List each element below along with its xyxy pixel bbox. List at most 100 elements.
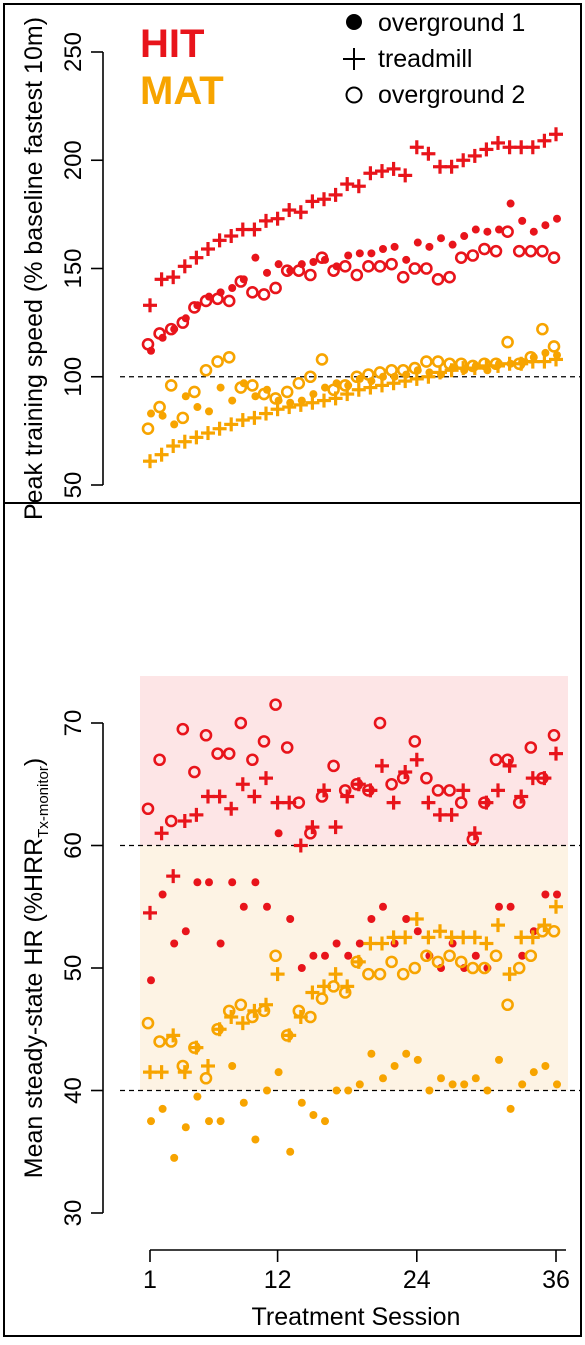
hr-point-hit-overground-2-25 — [420, 771, 433, 785]
panel-bottom: 30 40 50 60 70 Mean steady-state HR (%HRRTx-m… — [20, 676, 580, 1226]
speed-point-mat-overground-2-5 — [188, 385, 201, 399]
speed-point-hit-overground-2-5 — [188, 301, 201, 314]
hr-point-mat-overground-1-2 — [158, 1104, 167, 1113]
speed-point-mat-overground-2-34 — [524, 350, 538, 364]
speed-point-mat-overground-2-13 — [280, 385, 294, 399]
hr-point-mat-overground-1-14 — [297, 1098, 306, 1107]
speed-point-hit-treadmill-25 — [421, 146, 436, 161]
hr-band-0 — [140, 676, 568, 846]
hr-band-1 — [140, 845, 568, 1091]
hr-point-mat-overground-2-10 — [246, 1010, 259, 1024]
speed-point-hit-overground-2-17 — [327, 264, 340, 277]
hr-point-hit-overground-2-33 — [512, 796, 526, 809]
speed-point-hit-treadmill-6 — [201, 242, 215, 257]
speed-point-hit-overground-1-18 — [344, 251, 353, 260]
speed-point-hit-treadmill-5 — [189, 250, 204, 265]
speed-point-hit-overground-2-35 — [536, 244, 549, 258]
x-axis-title: Treatment Session — [252, 1303, 461, 1331]
hr-point-hit-overground-2-5 — [188, 765, 201, 779]
hr-point-mat-treadmill-18 — [340, 979, 355, 994]
hr-point-mat-overground-2-34 — [524, 949, 538, 963]
hr-point-hit-overground-2-26 — [431, 784, 445, 797]
speed-point-mat-overground-2-32 — [501, 335, 514, 349]
speed-point-mat-overground-2-14 — [292, 376, 306, 390]
hr-point-mat-overground-2-19 — [350, 955, 364, 969]
hr-point-hit-treadmill-36 — [549, 746, 563, 761]
hr-point-mat-overground-2-22 — [385, 955, 398, 969]
speed-point-hit-overground-2-23 — [396, 270, 410, 284]
speed-point-hit-treadmill-14 — [293, 205, 308, 220]
speed-point-hit-overground-1-26 — [437, 234, 445, 243]
hr-point-mat-overground-1-12 — [274, 1068, 283, 1077]
hr-point-mat-overground-2-14 — [292, 1004, 306, 1018]
speed-point-mat-treadmill-24 — [409, 371, 424, 386]
speed-point-hit-overground-2-2 — [153, 327, 166, 340]
hr-point-mat-overground-2-2 — [153, 1035, 166, 1048]
hr-point-mat-treadmill-34 — [525, 930, 540, 945]
speed-point-hit-overground-1-28 — [460, 232, 469, 241]
hr-point-mat-overground-2-20 — [362, 967, 375, 981]
speed-point-mat-overground-2-6 — [199, 363, 213, 377]
speed-point-mat-treadmill-5 — [189, 430, 204, 445]
speed-point-mat-treadmill-19 — [351, 382, 366, 397]
x-tick-label-1: 12 — [264, 1266, 292, 1294]
hr-point-mat-overground-1-28 — [460, 1080, 469, 1089]
hr-point-hit-overground-2-11 — [257, 735, 271, 748]
speed-point-mat-overground-2-25 — [420, 355, 433, 368]
hr-point-hit-overground-2-14 — [292, 796, 306, 809]
legend-group-mat: MAT — [140, 69, 224, 113]
hr-point-mat-overground-1-8 — [228, 1062, 237, 1070]
hr-point-mat-overground-1-11 — [263, 1086, 271, 1095]
speed-point-hit-treadmill-24 — [409, 140, 424, 155]
hr-point-mat-overground-2-26 — [431, 955, 445, 969]
hr-series-mat-overground-2 — [141, 924, 561, 1085]
speed-point-hit-treadmill-29 — [467, 148, 482, 163]
speed-point-mat-treadmill-26 — [433, 365, 447, 380]
hr-point-mat-treadmill-32 — [502, 967, 517, 982]
hr-point-mat-overground-1-20 — [367, 1049, 376, 1058]
speed-point-mat-treadmill-1 — [143, 454, 157, 469]
hr-point-hit-overground-1-13 — [286, 915, 295, 923]
speed-point-hit-treadmill-15 — [305, 194, 320, 209]
hr-point-mat-overground-2-5 — [188, 1041, 201, 1054]
speed-y-tick-label-1: 100 — [60, 357, 87, 397]
speed-series-mat-overground-2 — [141, 322, 561, 436]
hr-point-hit-overground-1-3 — [170, 939, 179, 948]
speed-point-mat-overground-1-1 — [147, 409, 155, 418]
hr-point-hit-treadmill-33 — [514, 789, 529, 804]
hr-y-tick-label-2: 50 — [60, 955, 87, 982]
speed-point-hit-treadmill-13 — [282, 203, 297, 218]
hr-point-mat-treadmill-15 — [305, 985, 320, 1000]
hr-point-hit-overground-1-14 — [297, 964, 306, 972]
speed-point-mat-overground-2-8 — [222, 350, 236, 364]
speed-point-mat-overground-2-4 — [176, 411, 190, 425]
speed-point-hit-overground-1-10 — [251, 253, 260, 262]
speed-point-hit-overground-2-7 — [211, 292, 224, 306]
hr-point-hit-overground-2-28 — [454, 796, 468, 809]
speed-point-mat-treadmill-16 — [317, 393, 331, 408]
hr-point-hit-overground-1-23 — [402, 915, 411, 923]
hr-point-hit-overground-1-16 — [321, 951, 329, 960]
hr-point-mat-treadmill-6 — [201, 1059, 215, 1073]
speed-point-hit-overground-1-27 — [448, 240, 457, 249]
hr-point-mat-overground-1-19 — [355, 1080, 364, 1089]
hr-point-hit-treadmill-17 — [328, 820, 343, 835]
hr-point-hit-overground-1-5 — [193, 878, 202, 887]
hr-point-mat-overground-1-15 — [309, 1111, 318, 1119]
speed-point-mat-overground-1-6 — [205, 407, 213, 416]
hr-point-mat-treadmill-21 — [375, 936, 389, 951]
speed-point-mat-treadmill-22 — [386, 376, 401, 391]
speed-point-hit-treadmill-16 — [317, 192, 331, 207]
hr-point-hit-treadmill-28 — [456, 783, 471, 798]
hr-y-tick-label-1: 40 — [60, 1077, 87, 1104]
hr-point-hit-overground-1-1 — [147, 976, 155, 985]
hr-point-mat-overground-1-1 — [147, 1117, 155, 1126]
hr-point-mat-overground-1-16 — [321, 1117, 329, 1126]
hr-point-mat-overground-1-25 — [425, 1086, 434, 1095]
speed-point-hit-overground-2-34 — [524, 244, 538, 258]
hr-point-hit-overground-2-35 — [536, 771, 549, 785]
speed-point-hit-treadmill-31 — [491, 135, 505, 150]
speed-point-hit-overground-1-36 — [553, 214, 561, 223]
legend-marker-treadmill: treadmill — [378, 45, 472, 73]
